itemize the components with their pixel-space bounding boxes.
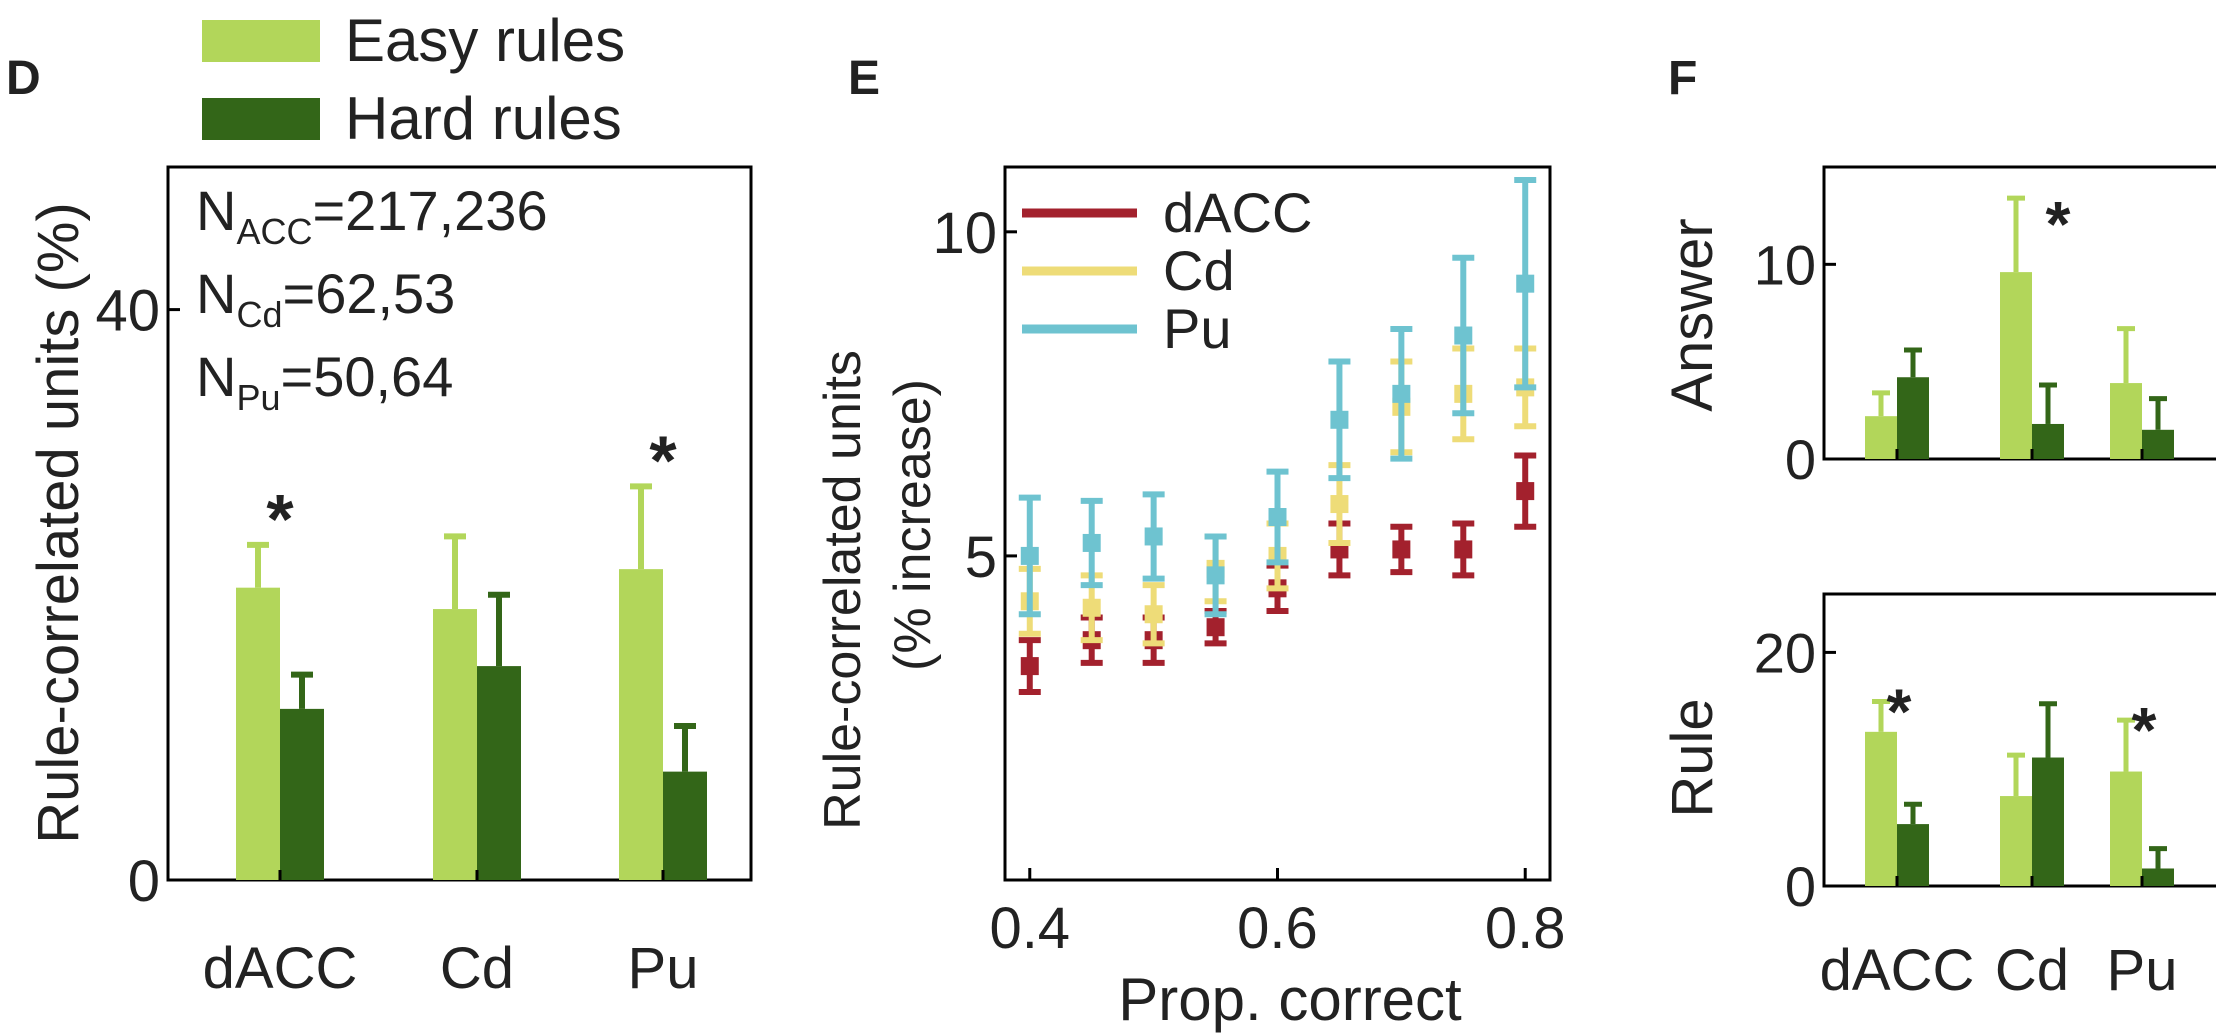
point-marker [1021, 547, 1039, 565]
point-marker [1207, 566, 1225, 584]
n-cd: NCd=62,53 [196, 262, 455, 335]
point-marker [1392, 385, 1410, 403]
bar-easy-pu [2110, 772, 2142, 886]
panel-label-f: F [1668, 52, 1697, 105]
bar-hard-cd [2032, 424, 2064, 459]
bar-hard-cd [2032, 758, 2064, 886]
legend-label-hard: Hard rules [345, 85, 622, 152]
point-pu [1514, 180, 1536, 387]
x-tick-label-dacc: dACC [1820, 938, 1975, 1003]
significance-marker: * [2046, 188, 2071, 260]
panel-e-legend: dACC Cd Pu [1022, 181, 1312, 360]
bar-easy-cd [2000, 272, 2032, 459]
point-marker [1516, 482, 1534, 500]
panel-e-ylabel2: (% increase) [884, 379, 942, 671]
point-pu [1328, 361, 1350, 478]
point-dacc [1514, 455, 1536, 526]
point-marker [1269, 508, 1287, 526]
y-tick-label: 5 [965, 525, 997, 590]
y-tick-label: 10 [932, 201, 997, 266]
y-tick-label: 10 [1754, 233, 1816, 296]
x-tick-label: 0.6 [1237, 896, 1318, 961]
legend-label-dacc: dACC [1163, 181, 1312, 244]
panel-label-e: E [848, 52, 880, 105]
significance-marker: * [2132, 694, 2157, 766]
legend-swatch-hard [202, 98, 320, 140]
point-marker [1083, 599, 1101, 617]
point-marker [1330, 411, 1348, 429]
panel-e-xlabel: Prop. correct [1118, 966, 1462, 1033]
point-marker [1454, 327, 1472, 345]
panel-d-ylabel: Rule-correlated units (%) [26, 202, 91, 843]
bar-hard-dacc [1897, 824, 1929, 886]
panel-d: Easy rules Hard rules Rule-correlated un… [26, 7, 751, 1001]
panel-d-legend: Easy rules Hard rules [202, 7, 625, 152]
point-marker [1145, 527, 1163, 545]
bar-easy-dacc [1865, 732, 1897, 886]
bar-easy-pu [619, 569, 663, 880]
x-tick-label-cd: Cd [440, 936, 514, 1001]
y-tick-label: 20 [1754, 622, 1816, 685]
bar-hard-cd [477, 666, 521, 880]
bar-hard-dacc [280, 709, 324, 880]
point-pu [1143, 494, 1165, 578]
panel-d-annotation: NACC=217,236 NCd=62,53 NPu=50,64 [196, 179, 548, 418]
significance-marker: * [649, 421, 677, 499]
legend-swatch-easy [202, 20, 320, 62]
point-dacc [1452, 524, 1474, 576]
panel-f-bottom-ylabel: Rule [1660, 698, 1725, 817]
bar-easy-cd [2000, 796, 2032, 886]
panel-f: Answer * 0 10 Rule * dACC Cd * Pu 0 20 [1660, 167, 2216, 1003]
x-tick-label-dacc: dACC [203, 936, 358, 1001]
y-tick-label: 40 [95, 278, 160, 343]
bar-hard-pu [2142, 430, 2174, 459]
y-tick-label: 0 [1785, 428, 1816, 491]
y-tick-label: 0 [1785, 855, 1816, 918]
point-marker [1392, 540, 1410, 558]
point-marker [1207, 618, 1225, 636]
x-tick-label: 0.4 [989, 896, 1070, 961]
significance-marker: * [266, 480, 294, 558]
point-dacc [1390, 527, 1412, 572]
panel-label-d: D [6, 52, 41, 105]
n-pu: NPu=50,64 [196, 345, 453, 418]
bar-hard-dacc [1897, 377, 1929, 459]
y-tick-label: 0 [128, 849, 160, 914]
panel-e: Rule-correlated units (% increase) Prop.… [814, 167, 1566, 1033]
point-marker [1083, 534, 1101, 552]
bar-easy-pu [2110, 383, 2142, 459]
point-marker [1145, 605, 1163, 623]
significance-marker: * [1887, 675, 1912, 747]
panel-e-ylabel: Rule-correlated units [814, 350, 872, 830]
bar-hard-pu [2142, 868, 2174, 886]
point-marker [1021, 657, 1039, 675]
point-dacc [1019, 640, 1041, 692]
x-tick-label-cd: Cd [1995, 938, 2069, 1003]
legend-label-easy: Easy rules [345, 7, 625, 74]
point-marker [1454, 540, 1472, 558]
n-acc: NACC=217,236 [196, 179, 548, 252]
point-marker [1330, 495, 1348, 513]
legend-label-pu: Pu [1163, 297, 1232, 360]
x-tick-label-pu: Pu [628, 936, 699, 1001]
point-pu [1390, 329, 1412, 459]
bar-easy-dacc [236, 588, 280, 880]
bar-hard-pu [663, 772, 707, 880]
bar-easy-dacc [1865, 416, 1897, 459]
panel-f-top-ylabel: Answer [1660, 218, 1725, 411]
x-tick-label-pu: Pu [2107, 938, 2178, 1003]
point-marker [1516, 275, 1534, 293]
bar-easy-cd [433, 609, 477, 880]
x-tick-label: 0.8 [1485, 896, 1566, 961]
legend-label-cd: Cd [1163, 239, 1235, 302]
